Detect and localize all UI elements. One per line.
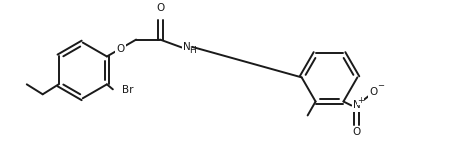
Text: N: N — [183, 41, 191, 52]
Text: −: − — [377, 81, 384, 90]
Text: O: O — [369, 87, 378, 97]
Text: O: O — [117, 43, 125, 54]
Text: O: O — [156, 3, 164, 13]
Text: O: O — [352, 127, 360, 137]
Text: H: H — [189, 46, 196, 55]
Text: Br: Br — [122, 85, 133, 95]
Text: N: N — [353, 101, 361, 110]
Text: +: + — [357, 96, 364, 105]
